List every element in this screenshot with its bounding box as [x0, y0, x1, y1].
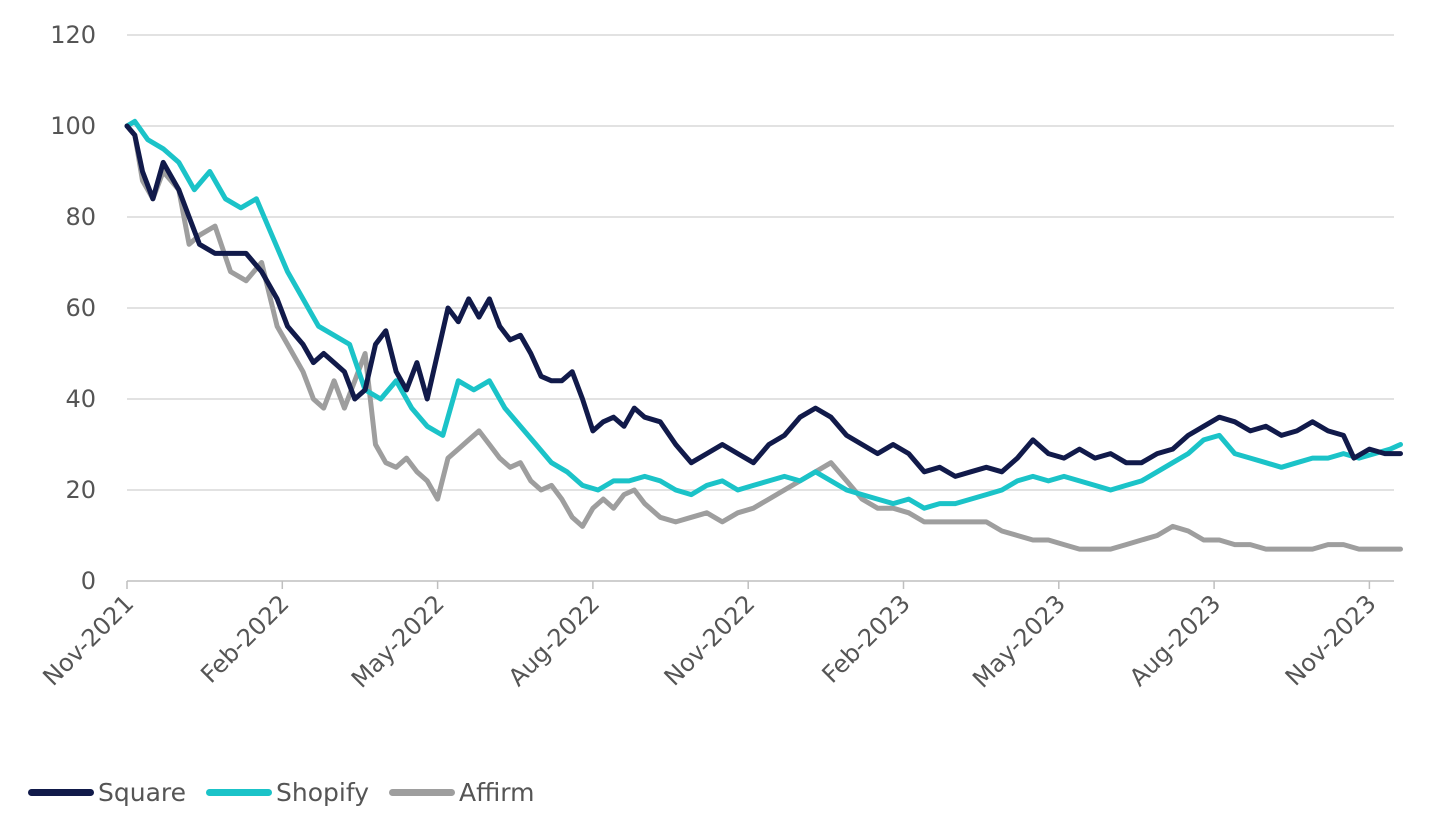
legend-item-shopify: Shopify — [206, 778, 369, 807]
legend-item-affirm: Affirm — [389, 778, 534, 807]
y-tick-label-40: 40 — [65, 385, 96, 413]
y-tick-label-60: 60 — [65, 294, 96, 322]
series-lines — [124, 118, 1403, 552]
series-line-shopify — [124, 118, 1403, 511]
x-tick-label-0: Nov-2021 — [37, 589, 139, 691]
y-tick-label-80: 80 — [65, 203, 96, 231]
x-tick-label-5: Feb-2023 — [817, 589, 916, 688]
legend-item-square: Square — [28, 778, 186, 807]
legend: Square Shopify Affirm — [28, 778, 554, 807]
x-tick-label-1: Feb-2022 — [195, 589, 294, 688]
legend-swatch-shopify — [206, 789, 273, 796]
x-axis: Nov-2021 Feb-2022 May-2022 Aug-2022 Nov-2022… — [37, 580, 1394, 693]
y-tick-label-0: 0 — [81, 567, 96, 595]
legend-label-square: Square — [98, 778, 187, 807]
x-tick-label-2: May-2022 — [346, 589, 450, 693]
x-tick-label-4: Nov-2022 — [659, 589, 761, 691]
series-line-square — [124, 123, 1403, 479]
x-tick-label-6: May-2023 — [967, 589, 1071, 693]
series-line-affirm — [124, 123, 1403, 552]
x-tick-label-8: Nov-2023 — [1280, 589, 1382, 691]
legend-swatch-square — [28, 789, 94, 796]
y-tick-label-20: 20 — [65, 476, 96, 504]
legend-label-affirm: Affirm — [459, 778, 535, 807]
grid-lines — [127, 34, 1394, 491]
x-tick-label-3: Aug-2022 — [503, 589, 605, 691]
y-axis-ticks: 0 20 40 60 80 100 120 — [50, 21, 96, 595]
y-tick-label-120: 120 — [50, 21, 96, 49]
y-tick-label-100: 100 — [50, 112, 96, 140]
legend-label-shopify: Shopify — [276, 778, 369, 807]
x-tick-label-7: Aug-2023 — [1124, 589, 1226, 691]
legend-swatch-affirm — [389, 789, 455, 796]
